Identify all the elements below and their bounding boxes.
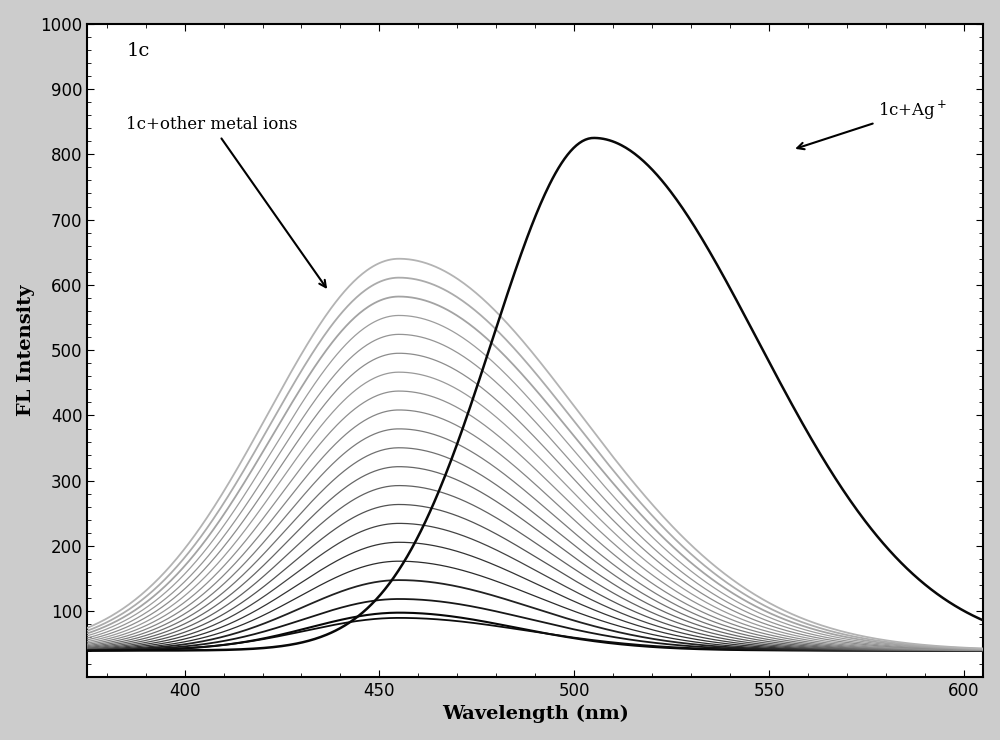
Y-axis label: FL Intensity: FL Intensity (17, 284, 35, 416)
Text: 1c+other metal ions: 1c+other metal ions (126, 116, 326, 287)
Text: 1c+Ag$^+$: 1c+Ag$^+$ (797, 99, 948, 149)
X-axis label: Wavelength (nm): Wavelength (nm) (442, 705, 629, 723)
Text: 1c: 1c (126, 42, 150, 61)
